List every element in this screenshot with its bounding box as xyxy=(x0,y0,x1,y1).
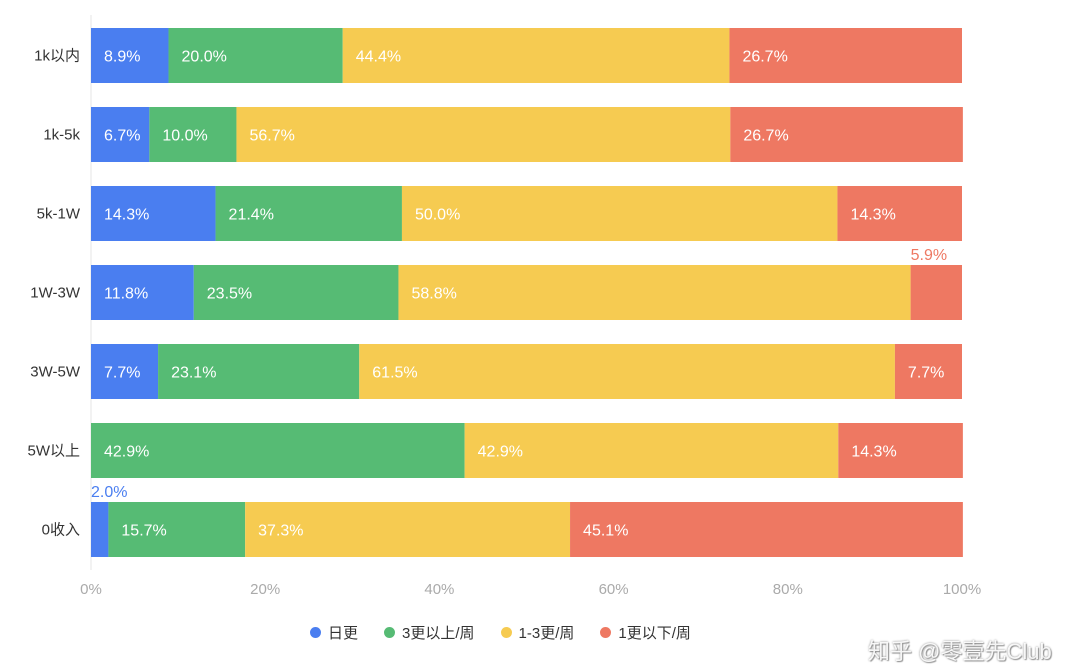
bar-segment xyxy=(398,265,911,320)
data-label: 26.7% xyxy=(742,49,787,66)
x-tick-label: 0% xyxy=(80,581,102,598)
y-tick-label: 3W-5W xyxy=(30,364,81,381)
bar-segment xyxy=(894,344,962,399)
bar-segment xyxy=(729,28,962,83)
legend-item[interactable]: 3更以上/周 xyxy=(384,622,475,643)
data-label: 10.0% xyxy=(162,128,207,145)
bar-segment xyxy=(342,28,730,83)
legend-item[interactable]: 1-3更/周 xyxy=(500,622,575,643)
data-label: 14.3% xyxy=(850,207,895,224)
legend-dot-icon xyxy=(384,627,396,638)
bar-segment xyxy=(91,423,465,478)
legend-dot-icon xyxy=(500,627,512,638)
x-tick-label: 80% xyxy=(773,581,803,598)
legend-label: 日更 xyxy=(328,625,359,642)
bar-segment xyxy=(168,28,343,83)
data-label: 7.7% xyxy=(908,365,944,382)
legend-label: 1更以下/周 xyxy=(618,625,691,642)
data-label: 6.7% xyxy=(104,128,140,145)
bar-segment xyxy=(464,423,839,478)
legend-item[interactable]: 1更以下/周 xyxy=(600,622,691,643)
data-label: 42.9% xyxy=(478,444,523,461)
data-label: 14.3% xyxy=(104,207,149,224)
data-label: 50.0% xyxy=(415,207,460,224)
bar-segment xyxy=(91,186,216,241)
legend: 日更 3更以上/周 1-3更/周 1更以下/周 xyxy=(310,622,691,643)
data-label: 45.1% xyxy=(583,523,628,540)
y-tick-label: 0收入 xyxy=(42,522,80,539)
legend-label: 1-3更/周 xyxy=(518,625,575,642)
data-label: 44.4% xyxy=(356,49,401,66)
bar-segment xyxy=(149,107,237,162)
bar-segment xyxy=(91,28,169,83)
bar-segment xyxy=(837,186,962,241)
bar-segment xyxy=(245,502,571,557)
data-label: 21.4% xyxy=(229,207,274,224)
data-label: 58.8% xyxy=(411,286,456,303)
data-label: 14.3% xyxy=(851,444,896,461)
bar-segment xyxy=(158,344,360,399)
bar-segment xyxy=(401,186,838,241)
data-label: 2.0% xyxy=(91,484,127,501)
data-label: 23.1% xyxy=(171,365,216,382)
data-label: 61.5% xyxy=(372,365,417,382)
legend-item[interactable]: 日更 xyxy=(310,622,358,643)
x-tick-label: 60% xyxy=(599,581,629,598)
bar-segment xyxy=(91,344,159,399)
y-tick-label: 5k-1W xyxy=(37,206,81,223)
legend-dot-icon xyxy=(600,627,612,638)
bar-segment xyxy=(91,502,109,557)
bar-segment xyxy=(359,344,895,399)
data-label: 26.7% xyxy=(743,128,788,145)
data-label: 8.9% xyxy=(104,49,140,66)
y-tick-label: 1k-5k xyxy=(43,127,80,144)
data-label: 7.7% xyxy=(104,365,140,382)
data-label: 20.0% xyxy=(182,49,227,66)
bar-segment xyxy=(91,107,150,162)
y-tick-label: 5W以上 xyxy=(27,443,80,460)
legend-dot-icon xyxy=(310,627,321,638)
bar-segment xyxy=(838,423,963,478)
bar-segment xyxy=(730,107,963,162)
data-label: 15.7% xyxy=(121,523,166,540)
data-label: 56.7% xyxy=(249,128,294,145)
data-label: 5.9% xyxy=(911,247,947,264)
data-label: 42.9% xyxy=(104,444,149,461)
bar-segment xyxy=(108,502,246,557)
bar-segment xyxy=(215,186,402,241)
x-tick-label: 20% xyxy=(250,581,280,598)
bar-segment xyxy=(91,265,194,320)
bar-segment xyxy=(570,502,963,557)
data-label: 37.3% xyxy=(258,523,303,540)
bar-segment xyxy=(236,107,731,162)
x-tick-label: 100% xyxy=(943,581,981,598)
watermark: 知乎 @零壹先Club xyxy=(868,639,1052,664)
data-label: 23.5% xyxy=(207,286,252,303)
bar-segment xyxy=(910,265,962,320)
data-label: 11.8% xyxy=(104,286,148,303)
legend-label: 3更以上/周 xyxy=(402,625,475,642)
y-tick-label: 1k以内 xyxy=(34,48,80,65)
bar-segment xyxy=(193,265,399,320)
y-tick-label: 1W-3W xyxy=(30,285,81,302)
x-tick-label: 40% xyxy=(424,581,454,598)
